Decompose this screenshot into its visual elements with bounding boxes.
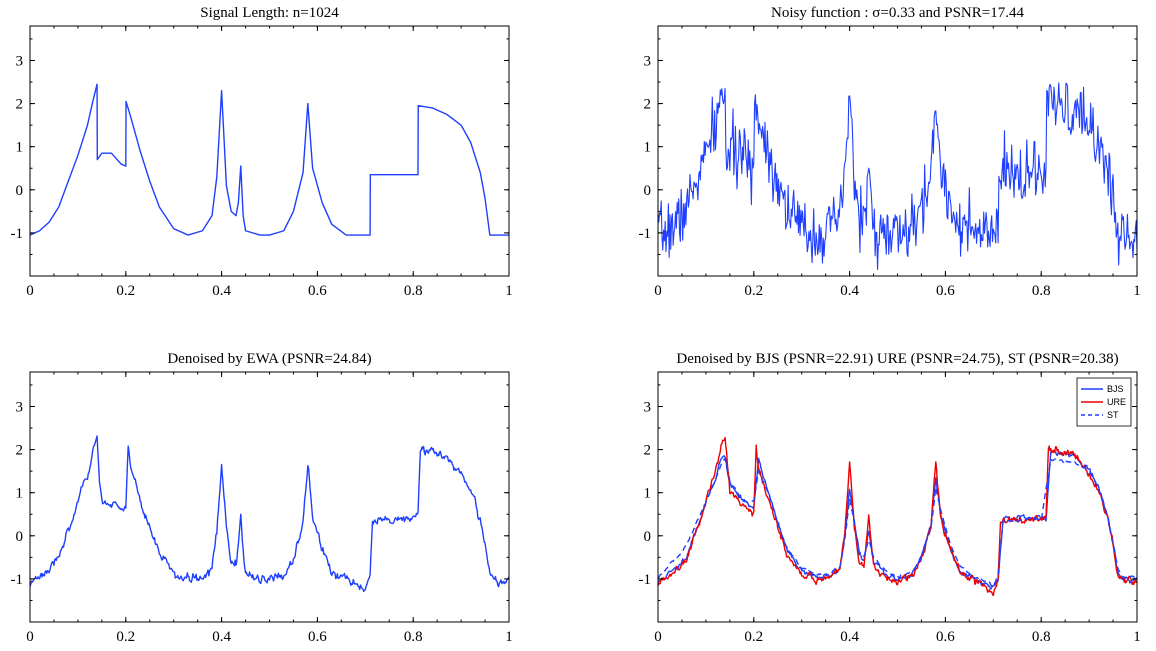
y-tick-label: 0 (644, 529, 652, 545)
x-tick-label: 1 (505, 629, 513, 645)
series-line-ure (658, 438, 1137, 596)
series-line-bjs (658, 450, 1137, 589)
x-tick-label: 0.2 (116, 629, 135, 645)
panel-original-signal: Signal Length: n=1024 0 0.2 0.4 0.6 0.8 1 -1 0 1 2… (11, 5, 513, 299)
y-tick-label: 1 (644, 486, 652, 502)
x-tick-label: 0.8 (404, 283, 423, 299)
x-tick-label: 0.4 (212, 283, 231, 299)
x-tick-label: 0.4 (840, 629, 859, 645)
y-tick-label: 0 (644, 183, 652, 199)
y-tick-label: 1 (16, 486, 24, 502)
x-tick-label: 0.8 (404, 629, 423, 645)
x-tick-label: 0 (654, 629, 662, 645)
legend-label: ST (1107, 410, 1119, 420)
x-tick-label: 0.4 (840, 283, 859, 299)
y-tick-label: 3 (644, 399, 652, 415)
series-line (658, 83, 1137, 270)
plot-frame (30, 26, 509, 276)
legend-label: URE (1107, 397, 1126, 407)
y-tick-label: 1 (644, 140, 652, 156)
x-tick-label: 1 (1133, 629, 1141, 645)
y-tick-label: -1 (11, 226, 24, 242)
y-tick-label: 0 (16, 183, 24, 199)
legend: BJS URE ST (1077, 378, 1131, 426)
y-tick-label: 2 (16, 443, 24, 459)
x-tick-label: 0.6 (308, 629, 327, 645)
chart-title: Denoised by EWA (PSNR=24.84) (167, 351, 371, 367)
series-line-st (658, 459, 1137, 587)
y-tick-label: -1 (639, 226, 652, 242)
y-tick-label: 1 (16, 140, 24, 156)
chart-title: Noisy function : σ=0.33 and PSNR=17.44 (771, 5, 1024, 21)
y-tick-label: 2 (644, 97, 652, 113)
x-tick-label: 0.2 (116, 283, 135, 299)
x-tick-label: 0.8 (1032, 283, 1051, 299)
y-tick-label: 2 (16, 97, 24, 113)
x-tick-label: 0.2 (744, 629, 763, 645)
x-tick-label: 0.6 (308, 283, 327, 299)
y-tick-label: 3 (16, 53, 24, 69)
x-tick-label: 1 (1133, 283, 1141, 299)
y-tick-label: 0 (16, 529, 24, 545)
x-tick-label: 0 (654, 283, 662, 299)
x-tick-label: 0.4 (212, 629, 231, 645)
x-tick-label: 0.8 (1032, 629, 1051, 645)
series-line (30, 436, 509, 591)
panel-denoised-comparison: Denoised by BJS (PSNR=22.91) URE (PSNR=2… (639, 351, 1141, 645)
y-tick-label: -1 (639, 572, 652, 588)
x-tick-label: 0 (26, 283, 34, 299)
y-tick-label: 3 (644, 53, 652, 69)
chart-title: Denoised by BJS (PSNR=22.91) URE (PSNR=2… (676, 351, 1118, 367)
x-tick-label: 0 (26, 629, 34, 645)
x-tick-label: 0.6 (936, 283, 955, 299)
y-tick-label: 3 (16, 399, 24, 415)
panel-denoised-ewa: Denoised by EWA (PSNR=24.84) 0 0.2 0.4 0.6 0.… (11, 351, 513, 645)
legend-label: BJS (1107, 384, 1124, 394)
x-tick-label: 0.6 (936, 629, 955, 645)
series-line (30, 84, 509, 235)
chart-title: Signal Length: n=1024 (200, 5, 339, 21)
panel-noisy-function: Noisy function : σ=0.33 and PSNR=17.44 0 0… (639, 5, 1141, 299)
x-tick-label: 1 (505, 283, 513, 299)
y-tick-label: -1 (11, 572, 24, 588)
y-tick-label: 2 (644, 443, 652, 459)
x-tick-label: 0.2 (744, 283, 763, 299)
